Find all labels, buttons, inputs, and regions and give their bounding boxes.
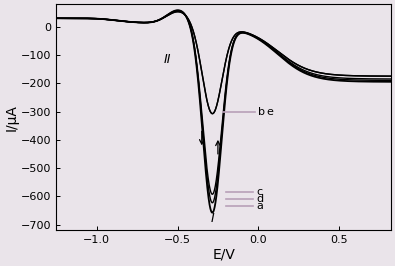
Text: a: a bbox=[256, 201, 263, 211]
Text: d: d bbox=[256, 194, 263, 204]
Y-axis label: I/μA: I/μA bbox=[4, 104, 18, 131]
X-axis label: E/V: E/V bbox=[212, 248, 235, 262]
Text: b: b bbox=[258, 106, 265, 117]
Text: e: e bbox=[266, 106, 273, 117]
Text: I: I bbox=[211, 211, 214, 225]
Text: II: II bbox=[164, 53, 171, 66]
Text: c: c bbox=[256, 187, 262, 197]
